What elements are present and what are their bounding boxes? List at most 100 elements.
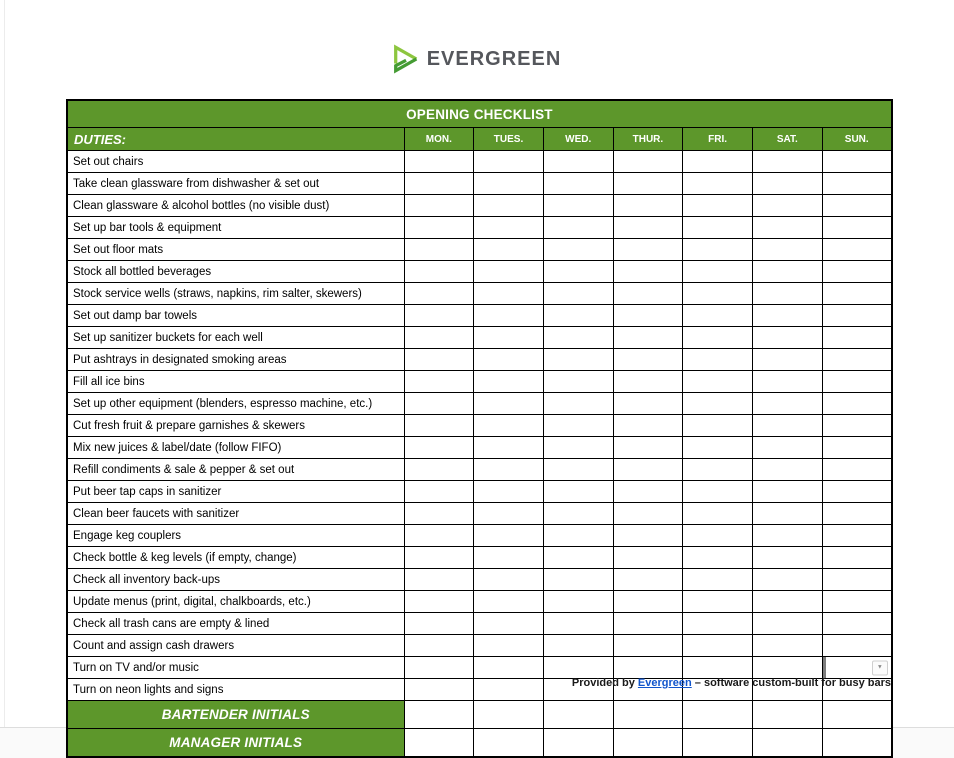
day-cell[interactable] bbox=[542, 194, 614, 217]
day-cell[interactable] bbox=[403, 150, 475, 173]
day-cell[interactable] bbox=[403, 612, 475, 635]
day-cell[interactable] bbox=[751, 370, 823, 393]
day-cell[interactable] bbox=[612, 480, 684, 503]
day-cell[interactable] bbox=[682, 216, 753, 239]
day-cell[interactable] bbox=[682, 370, 753, 393]
day-cell[interactable] bbox=[473, 656, 544, 679]
day-cell[interactable] bbox=[751, 414, 823, 437]
day-cell[interactable] bbox=[821, 172, 893, 195]
day-cell[interactable] bbox=[403, 304, 475, 327]
day-cell[interactable] bbox=[473, 634, 544, 657]
day-cell[interactable] bbox=[682, 612, 753, 635]
day-cell[interactable] bbox=[612, 216, 684, 239]
day-cell[interactable] bbox=[473, 238, 544, 261]
day-cell[interactable] bbox=[751, 502, 823, 525]
day-cell[interactable] bbox=[612, 436, 684, 459]
day-cell[interactable] bbox=[612, 348, 684, 371]
day-cell[interactable] bbox=[542, 480, 614, 503]
day-cell[interactable] bbox=[542, 392, 614, 415]
day-cell[interactable] bbox=[542, 326, 614, 349]
day-cell[interactable] bbox=[612, 172, 684, 195]
day-cell[interactable] bbox=[751, 700, 823, 729]
day-cell[interactable] bbox=[751, 216, 823, 239]
day-cell[interactable] bbox=[542, 590, 614, 613]
day-cell[interactable] bbox=[682, 480, 753, 503]
day-cell[interactable] bbox=[612, 194, 684, 217]
day-cell[interactable] bbox=[473, 436, 544, 459]
day-cell[interactable] bbox=[612, 150, 684, 173]
day-cell[interactable] bbox=[821, 612, 893, 635]
day-cell[interactable] bbox=[821, 502, 893, 525]
day-cell[interactable] bbox=[612, 546, 684, 569]
day-cell[interactable] bbox=[612, 370, 684, 393]
day-cell[interactable] bbox=[751, 194, 823, 217]
day-cell[interactable] bbox=[821, 260, 893, 283]
day-cell[interactable] bbox=[542, 436, 614, 459]
day-cell[interactable] bbox=[473, 150, 544, 173]
day-cell[interactable] bbox=[821, 480, 893, 503]
day-cell[interactable] bbox=[403, 656, 475, 679]
day-cell[interactable] bbox=[473, 216, 544, 239]
day-cell[interactable] bbox=[403, 480, 475, 503]
day-cell[interactable] bbox=[542, 458, 614, 481]
day-cell[interactable] bbox=[542, 282, 614, 305]
day-cell[interactable] bbox=[473, 172, 544, 195]
day-cell[interactable] bbox=[473, 480, 544, 503]
day-cell[interactable] bbox=[542, 612, 614, 635]
day-cell[interactable] bbox=[473, 260, 544, 283]
day-cell[interactable] bbox=[821, 370, 893, 393]
day-cell[interactable] bbox=[682, 634, 753, 657]
day-cell[interactable] bbox=[682, 260, 753, 283]
day-cell[interactable] bbox=[682, 238, 753, 261]
day-cell[interactable] bbox=[542, 150, 614, 173]
day-cell[interactable] bbox=[473, 568, 544, 591]
day-cell[interactable] bbox=[751, 656, 823, 679]
day-cell[interactable] bbox=[542, 546, 614, 569]
day-cell[interactable] bbox=[542, 502, 614, 525]
day-cell[interactable] bbox=[612, 502, 684, 525]
day-cell[interactable] bbox=[403, 348, 475, 371]
day-cell[interactable] bbox=[751, 392, 823, 415]
day-cell[interactable] bbox=[473, 194, 544, 217]
day-cell[interactable] bbox=[821, 326, 893, 349]
day-cell[interactable] bbox=[542, 656, 614, 679]
day-cell[interactable] bbox=[403, 238, 475, 261]
day-cell[interactable] bbox=[403, 524, 475, 547]
day-cell[interactable] bbox=[821, 392, 893, 415]
day-cell[interactable] bbox=[751, 634, 823, 657]
day-cell[interactable] bbox=[403, 700, 475, 729]
day-cell[interactable] bbox=[403, 728, 475, 758]
day-cell[interactable] bbox=[751, 436, 823, 459]
day-cell[interactable] bbox=[751, 728, 823, 758]
day-cell[interactable] bbox=[473, 546, 544, 569]
day-cell[interactable] bbox=[403, 216, 475, 239]
day-cell[interactable] bbox=[473, 282, 544, 305]
day-cell[interactable] bbox=[403, 568, 475, 591]
day-cell[interactable] bbox=[612, 304, 684, 327]
day-cell[interactable] bbox=[751, 524, 823, 547]
day-cell[interactable] bbox=[542, 172, 614, 195]
day-cell[interactable] bbox=[821, 524, 893, 547]
day-cell[interactable] bbox=[542, 414, 614, 437]
day-cell[interactable] bbox=[542, 568, 614, 591]
day-cell[interactable] bbox=[473, 678, 544, 701]
day-cell[interactable] bbox=[473, 458, 544, 481]
day-cell[interactable] bbox=[612, 568, 684, 591]
day-cell[interactable] bbox=[682, 348, 753, 371]
day-cell[interactable] bbox=[682, 524, 753, 547]
day-cell[interactable] bbox=[682, 656, 753, 679]
day-cell[interactable] bbox=[542, 304, 614, 327]
day-cell[interactable] bbox=[612, 656, 684, 679]
day-cell[interactable] bbox=[542, 634, 614, 657]
day-cell[interactable] bbox=[612, 414, 684, 437]
day-cell[interactable] bbox=[682, 282, 753, 305]
day-cell[interactable] bbox=[542, 524, 614, 547]
day-cell[interactable] bbox=[751, 282, 823, 305]
day-cell[interactable] bbox=[821, 414, 893, 437]
day-cell[interactable] bbox=[682, 436, 753, 459]
day-cell[interactable] bbox=[821, 216, 893, 239]
day-cell[interactable] bbox=[751, 172, 823, 195]
day-cell[interactable] bbox=[542, 700, 614, 729]
day-cell[interactable] bbox=[682, 392, 753, 415]
dropdown-arrow-button[interactable]: ▼ bbox=[871, 660, 888, 675]
